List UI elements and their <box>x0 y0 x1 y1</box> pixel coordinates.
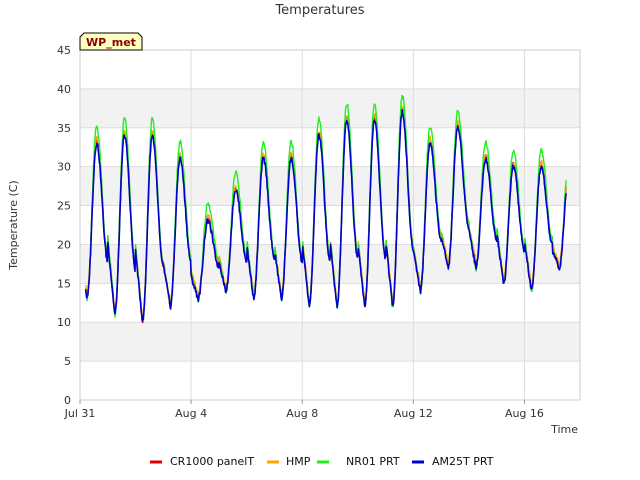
legend-item[interactable]: HMP <box>267 455 311 468</box>
series-line-am25t-prt <box>84 108 567 322</box>
x-tick-label: Aug 4 <box>175 407 207 420</box>
y-tick-label: 0 <box>64 394 71 407</box>
legend-item[interactable]: NR01 PRT <box>317 455 400 468</box>
plot-band <box>80 205 580 245</box>
plot-band <box>80 361 580 400</box>
x-tick-label: Aug 8 <box>286 407 318 420</box>
y-tick-label: 30 <box>57 161 71 174</box>
y-tick-label: 40 <box>57 83 71 96</box>
x-tick-label: Aug 16 <box>505 407 544 420</box>
plot-band <box>80 50 580 89</box>
wp-met-badge: WP_met <box>79 32 143 51</box>
legend-label: AM25T PRT <box>432 455 494 468</box>
x-tick-label: Aug 12 <box>394 407 433 420</box>
plot-band <box>80 166 580 206</box>
legend-item[interactable]: CR1000 panelT <box>150 455 254 468</box>
y-tick-label: 15 <box>57 277 71 290</box>
y-tick-label: 10 <box>57 316 71 329</box>
series-lines <box>84 94 567 324</box>
badge-shape <box>79 32 143 51</box>
y-tick-labels: 0 5 10 15 20 25 30 35 40 45 <box>57 44 71 407</box>
axes <box>79 49 581 401</box>
plot-band <box>80 127 580 167</box>
y-tick-label: 20 <box>57 238 71 251</box>
y-tick-label: 5 <box>64 355 71 368</box>
y-axis-label: Temperature (C) <box>7 180 20 270</box>
x-tick-labels: Jul 31 Aug 4 Aug 8 Aug 12 Aug 16 <box>64 400 544 420</box>
plot-band <box>80 88 580 128</box>
legend-label: CR1000 panelT <box>170 455 254 468</box>
x-tick-label: Jul 31 <box>64 407 96 420</box>
plot-background <box>80 50 580 400</box>
x-axis-label: Time <box>550 423 578 436</box>
legend-label: NR01 PRT <box>346 455 400 468</box>
plot-frame <box>79 49 581 401</box>
y-tick-label: 25 <box>57 200 71 213</box>
legend-label: HMP <box>286 455 311 468</box>
plot-band <box>80 322 580 362</box>
badge-label: WP_met <box>86 36 136 49</box>
legend-item[interactable]: AM25T PRT <box>412 455 494 468</box>
plot-band <box>80 283 580 323</box>
y-tick-label: 35 <box>57 122 71 135</box>
legend[interactable]: CR1000 panelT HMP NR01 PRT AM25T PRT <box>150 455 494 468</box>
chart-title: Temperatures <box>274 3 364 18</box>
y-tick-label: 45 <box>57 44 71 57</box>
